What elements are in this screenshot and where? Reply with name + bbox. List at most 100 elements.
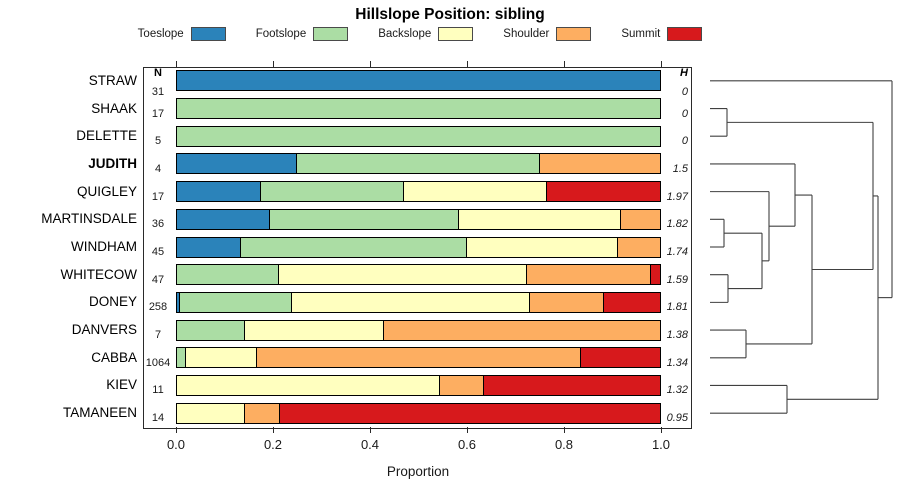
bar-segment-shoulder xyxy=(529,291,604,313)
x-axis-tick xyxy=(176,427,177,433)
legend-label: Summit xyxy=(621,28,661,40)
legend-label: Backslope xyxy=(378,28,432,40)
x-axis-tick-label: 0.4 xyxy=(360,437,380,452)
bar-segment-toeslope xyxy=(176,181,261,203)
series-label-delette: DELETTE xyxy=(76,128,137,144)
h-value: 1.38 xyxy=(666,329,688,342)
series-label-quigley: QUIGLEY xyxy=(76,183,137,199)
series-label-tamaneen: TAMANEEN xyxy=(62,405,137,421)
bar-segment-footslope xyxy=(176,319,245,341)
h-value: 0 xyxy=(681,135,688,148)
bar-segment-footslope xyxy=(176,125,661,147)
legend-label: Shoulder xyxy=(503,28,550,40)
x-axis-top-tick xyxy=(176,61,177,67)
bar-segment-shoulder xyxy=(526,264,651,286)
series-label-judith: JUDITH xyxy=(88,155,137,171)
legend-entry-summit: Summit xyxy=(621,27,703,41)
bar-segment-footslope xyxy=(240,236,467,258)
legend-swatch-summit xyxy=(667,27,703,41)
n-value: 5 xyxy=(154,135,162,148)
h-value: 1.34 xyxy=(666,356,688,369)
bar-segment-footslope xyxy=(179,291,292,313)
bar-segment-shoulder xyxy=(439,374,484,396)
bar-segment-shoulder xyxy=(620,208,661,230)
x-axis-tick xyxy=(564,427,565,433)
h-value: 1.82 xyxy=(666,218,688,231)
bar-segment-summit xyxy=(483,374,661,396)
n-column-header: N xyxy=(154,66,162,79)
legend-entry-shoulder: Shoulder xyxy=(503,27,592,41)
x-axis-top-tick xyxy=(564,61,565,67)
x-axis-top-tick xyxy=(370,61,371,67)
legend-entry-toeslope: Toeslope xyxy=(138,27,226,41)
legend-swatch-backslope xyxy=(438,27,474,41)
n-value: 36 xyxy=(151,218,165,231)
bar-segment-backslope xyxy=(278,264,527,286)
h-value: 0.95 xyxy=(666,412,688,425)
x-axis-tick xyxy=(661,427,662,433)
x-axis-top-tick xyxy=(273,61,274,67)
bar-segment-toeslope xyxy=(176,236,241,258)
series-label-martinsdale: MARTINSDALE xyxy=(41,211,137,227)
bar-segment-backslope xyxy=(185,347,257,369)
series-label-straw: STRAW xyxy=(88,72,137,88)
n-value: 1064 xyxy=(145,356,171,369)
legend-swatch-shoulder xyxy=(556,27,592,41)
series-label-doney: DONEY xyxy=(88,294,137,310)
bar-segment-backslope xyxy=(176,374,440,396)
n-value: 11 xyxy=(152,384,164,397)
n-value: 31 xyxy=(151,85,165,98)
x-axis-title: Proportion xyxy=(386,464,450,479)
bar-segment-backslope xyxy=(176,402,245,424)
n-value: 4 xyxy=(154,162,162,175)
series-label-windham: WINDHAM xyxy=(71,239,137,254)
legend-label: Footslope xyxy=(255,28,307,40)
bar-segment-summit xyxy=(546,181,661,203)
x-axis-tick-label: 0.0 xyxy=(166,437,186,452)
bar-segment-summit xyxy=(279,402,661,424)
n-value: 45 xyxy=(151,246,165,258)
x-axis-tick-label: 0.8 xyxy=(554,437,574,452)
bar-segment-backslope xyxy=(466,236,618,258)
bar-segment-footslope xyxy=(269,208,459,230)
x-axis-tick-label: 0.6 xyxy=(457,437,477,452)
plot-frame xyxy=(143,67,692,429)
bar-segment-backslope xyxy=(244,319,384,341)
bar-segment-footslope xyxy=(260,181,404,203)
n-value: 17 xyxy=(151,107,165,120)
n-value: 258 xyxy=(148,301,168,314)
bar-segment-footslope xyxy=(296,153,540,175)
legend: Toeslope Footslope Backslope Shoulder Summit xyxy=(0,27,840,41)
h-value: 1.5 xyxy=(672,162,688,175)
bar-segment-footslope xyxy=(176,98,661,120)
bar-segment-toeslope xyxy=(176,208,270,230)
bar-segment-footslope xyxy=(176,264,279,286)
n-value: 17 xyxy=(151,190,165,203)
bar-segment-shoulder xyxy=(617,236,661,258)
h-value: 0 xyxy=(681,107,688,120)
legend-label: Toeslope xyxy=(137,28,184,40)
bar-segment-summit xyxy=(603,291,661,313)
x-axis-top-tick xyxy=(661,61,662,67)
x-axis-tick xyxy=(467,427,468,433)
x-axis-tick xyxy=(370,427,371,433)
bar-segment-toeslope xyxy=(176,153,297,175)
h-column-header: H xyxy=(680,66,688,79)
bar-segment-summit xyxy=(580,347,661,369)
legend-swatch-toeslope xyxy=(190,27,226,41)
x-axis-tick-label: 1.0 xyxy=(651,437,671,452)
x-axis-tick-label: 0.2 xyxy=(263,437,283,452)
bar-segment-shoulder xyxy=(383,319,661,341)
h-value: 1.81 xyxy=(666,301,688,314)
series-label-cabba: CABBA xyxy=(91,349,137,365)
series-label-shaak: SHAAK xyxy=(91,100,137,116)
h-value: 0 xyxy=(681,85,688,98)
series-label-danvers: DANVERS xyxy=(71,322,137,338)
chart-title: Hillslope Position: sibling xyxy=(355,6,545,23)
h-value: 1.59 xyxy=(666,273,688,286)
x-axis-tick xyxy=(273,427,274,433)
n-value: 14 xyxy=(151,412,165,425)
h-value: 1.74 xyxy=(666,246,688,258)
legend-entry-backslope: Backslope xyxy=(378,27,474,41)
